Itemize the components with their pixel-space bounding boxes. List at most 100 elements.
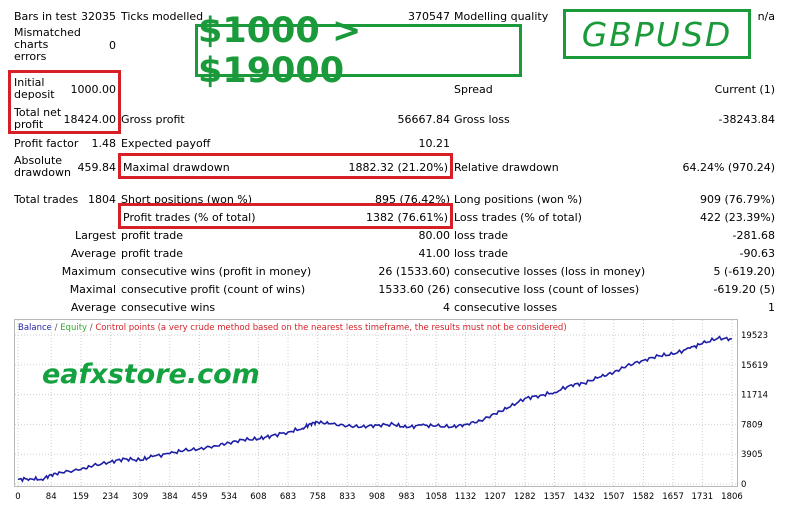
loss-trades-value: 422 (23.39%) [699, 211, 775, 224]
maximal-loss-value: -619.20 (5) [713, 283, 775, 296]
x-tick-label: 459 [191, 492, 207, 502]
average-label: Average [70, 247, 116, 260]
y-tick-label: 19523 [741, 331, 768, 341]
x-tick-label: 983 [399, 492, 415, 502]
absolute-drawdown-label: Absolute drawdown [14, 154, 71, 179]
x-tick-label: 309 [132, 492, 148, 502]
x-tick-label: 608 [250, 492, 266, 502]
x-tick-label: 0 [15, 492, 20, 502]
x-tick-label: 384 [162, 492, 178, 502]
largest-profit-value: 80.00 [418, 229, 451, 242]
maximal-profit-label: consecutive profit (count of wins) [121, 283, 306, 296]
x-tick-label: 159 [73, 492, 89, 502]
y-tick-label: 7809 [741, 420, 763, 430]
x-tick-label: 1432 [573, 492, 595, 502]
avg-losses-value: 1 [768, 301, 775, 314]
profit-trades-value: 1382 (76.61%) [365, 211, 448, 224]
relative-drawdown-label: Relative drawdown [454, 161, 559, 174]
long-positions-label: Long positions (won %) [454, 193, 583, 206]
mismatched-label: Mismatched charts errors [14, 26, 81, 63]
initial-deposit-label: Initial deposit [14, 76, 55, 101]
spread-value: Current (1) [714, 83, 775, 96]
gross-profit-label: Gross profit [121, 113, 185, 126]
symbol-overlay: GBPUSD [563, 9, 751, 59]
gross-loss-label: Gross loss [454, 113, 510, 126]
legend-equity: Equity [60, 323, 87, 333]
chart-y-ticks: 0 3905 7809 11714 15619 19523 [741, 331, 768, 490]
largest-profit-label: profit trade [121, 229, 184, 242]
mismatched-value: 0 [109, 39, 116, 52]
x-tick-label: 1058 [425, 492, 447, 502]
x-tick-label: 833 [339, 492, 355, 502]
highlight-box-profit-trades [118, 203, 453, 229]
total-net-profit-label: Total net profit [14, 106, 62, 131]
maximal-drawdown-value: 1882.32 (21.20%) [348, 161, 448, 174]
chart-x-ticks: 0 84 159 234 309 384 459 534 608 683 758 833 908 983 1… [15, 492, 743, 502]
legend-sep-1: / [52, 323, 60, 333]
largest-loss-label: loss trade [454, 229, 509, 242]
balance-series-line [17, 335, 733, 483]
avg-wins-label: consecutive wins [121, 301, 216, 314]
average-profit-value: 41.00 [418, 247, 451, 260]
avg-wins-value: 4 [443, 301, 450, 314]
x-tick-label: 1507 [603, 492, 625, 502]
x-tick-label: 1207 [484, 492, 506, 502]
x-tick-label: 1731 [692, 492, 714, 502]
long-positions-value: 909 (76.79%) [699, 193, 775, 206]
maximal-loss-label: consecutive loss (count of losses) [454, 283, 640, 296]
chart-legend: Balance / Equity / Control points (a ver… [18, 323, 567, 333]
short-positions-label: Short positions (won %) [121, 193, 253, 206]
chart-plot-frame [14, 319, 738, 487]
total-trades-value: 1804 [88, 193, 116, 206]
ticks-modelled-label: Ticks modelled [121, 10, 204, 23]
y-tick-label: 15619 [741, 361, 768, 371]
initial-deposit-value: 1000.00 [70, 83, 117, 96]
absolute-drawdown-value: 459.84 [77, 161, 117, 174]
chart-grid [15, 320, 737, 486]
x-tick-label: 758 [310, 492, 326, 502]
x-tick-label: 908 [369, 492, 385, 502]
x-tick-label: 84 [46, 492, 57, 502]
maximal-label: Maximal [69, 283, 116, 296]
max-wins-label: consecutive wins (profit in money) [121, 265, 312, 278]
x-tick-label: 1132 [455, 492, 477, 502]
largest-label: Largest [75, 229, 116, 242]
y-tick-label: 11714 [741, 391, 768, 401]
x-tick-label: 1582 [633, 492, 655, 502]
profit-trades-label: Profit trades (% of total) [123, 211, 256, 224]
modelling-quality-value: n/a [757, 10, 775, 23]
average-loss-label: loss trade [454, 247, 509, 260]
maximal-drawdown-label: Maximal drawdown [123, 161, 230, 174]
total-trades-label: Total trades [14, 193, 79, 206]
spread-label: Spread [454, 83, 493, 96]
average-loss-value: -90.63 [739, 247, 775, 260]
y-tick-label: 3905 [741, 450, 763, 460]
highlight-box-deposit-profit [8, 70, 121, 134]
legend-balance: Balance [18, 323, 52, 333]
x-tick-label: 1282 [514, 492, 536, 502]
gross-profit-value: 56667.84 [397, 113, 451, 126]
loss-trades-label: Loss trades (% of total) [454, 211, 582, 224]
x-tick-label: 683 [280, 492, 296, 502]
legend-sep-2: / [87, 323, 95, 333]
gross-loss-value: -38243.84 [718, 113, 775, 126]
x-tick-label: 1806 [721, 492, 743, 502]
highlight-box-max-drawdown [118, 153, 453, 179]
watermark-text: eafxstore.com [42, 359, 260, 390]
headline-overlay: $1000 > $19000 [195, 11, 522, 91]
maximal-profit-value: 1533.60 (26) [378, 283, 450, 296]
profit-factor-value: 1.48 [91, 137, 117, 150]
ticks-modelled-value: 370547 [408, 10, 450, 23]
legend-control-points: Control points (a very crude method base… [95, 323, 566, 333]
total-net-profit-value: 18424.00 [63, 113, 117, 126]
x-tick-label: 1657 [662, 492, 684, 502]
largest-loss-value: -281.68 [732, 229, 775, 242]
short-positions-value: 895 (76.42%) [374, 193, 450, 206]
balance-chart-svg: Balance / Equity / Control points (a ver… [14, 319, 768, 502]
y-tick-label: 0 [741, 480, 746, 490]
bars-in-test-value: 32035 [81, 10, 116, 23]
modelling-quality-label: Modelling quality [454, 10, 549, 23]
expected-payoff-label: Expected payoff [121, 137, 211, 150]
x-tick-label: 534 [221, 492, 237, 502]
max-wins-value: 26 (1533.60) [378, 265, 450, 278]
